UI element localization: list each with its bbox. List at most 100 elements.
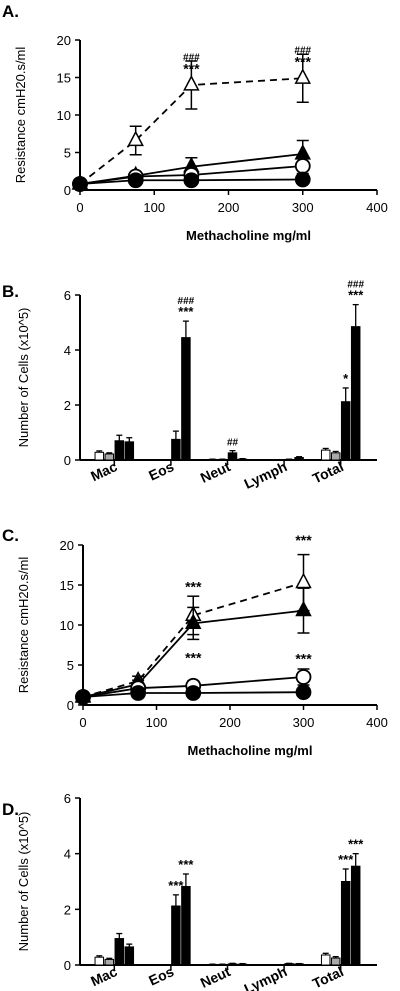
data-point [295, 669, 312, 685]
bar [350, 865, 361, 966]
data-point [72, 176, 88, 192]
data-point [185, 685, 202, 701]
series-line [82, 676, 304, 698]
significance-label: * [343, 371, 349, 386]
bar [181, 886, 191, 966]
bar [227, 452, 238, 461]
bar [320, 449, 331, 461]
bar [114, 938, 125, 966]
bar [124, 946, 135, 966]
y-tick-label: 5 [67, 658, 74, 673]
y-tick-label: 2 [64, 398, 71, 413]
significance-label: ### [347, 280, 364, 291]
x-tick-label: Lymph [241, 458, 289, 492]
data-point [185, 613, 202, 630]
significance-label: *** [295, 54, 312, 70]
bar [94, 956, 105, 966]
y-tick-label: 0 [67, 698, 74, 713]
bar [171, 905, 181, 966]
data-point [295, 572, 312, 589]
y-tick-label: 6 [64, 288, 71, 303]
y-tick-label: 4 [64, 847, 71, 862]
panel-letter: B. [2, 282, 19, 301]
x-tick-label: 200 [218, 200, 240, 215]
x-tick-label: 200 [219, 715, 241, 730]
x-tick-label: 300 [293, 715, 315, 730]
x-tick-label: 400 [366, 715, 388, 730]
x-tick-label: 0 [79, 715, 86, 730]
bar [114, 440, 125, 461]
x-axis-label: Methacholine mg/ml [188, 743, 313, 758]
y-axis-label: Resistance cmH20.s/ml [16, 557, 31, 694]
data-point [183, 74, 200, 91]
panel-letter: A. [2, 2, 19, 21]
y-tick-label: 15 [57, 71, 71, 86]
data-point [127, 130, 144, 147]
series-line [82, 609, 304, 698]
y-tick-label: 6 [64, 791, 71, 806]
data-point [294, 171, 311, 188]
data-point [75, 689, 91, 705]
data-point [183, 172, 200, 189]
bar [294, 457, 304, 461]
significance-label: *** [185, 650, 202, 666]
data-point [294, 143, 311, 160]
bar [350, 326, 361, 461]
significance-label: ### [178, 296, 195, 307]
bar [94, 451, 105, 461]
panel-letter: D. [2, 800, 19, 819]
bar [171, 438, 181, 461]
significance-label: *** [348, 288, 364, 303]
y-tick-label: 0 [64, 958, 71, 973]
y-tick-label: 20 [57, 33, 71, 48]
x-tick-label: Eos [146, 963, 176, 988]
y-axis-label: Number of Cells (x10^5) [16, 812, 31, 952]
bar [340, 881, 351, 966]
data-point [130, 685, 147, 701]
y-tick-label: 20 [60, 538, 74, 553]
bar [320, 954, 331, 966]
x-tick-label: 100 [143, 200, 165, 215]
significance-label: *** [183, 60, 200, 76]
bar [237, 458, 248, 461]
significance-label: *** [295, 650, 312, 666]
significance-label: *** [178, 857, 194, 872]
data-point [294, 68, 311, 84]
significance-label: *** [185, 578, 202, 594]
y-tick-label: 15 [60, 578, 74, 593]
series-line [82, 691, 304, 698]
significance-label: ## [227, 438, 239, 449]
data-point [294, 158, 311, 174]
y-axis-label: Number of Cells (x10^5) [16, 308, 31, 448]
x-tick-label: 0 [76, 200, 83, 215]
significance-label: *** [295, 532, 312, 548]
x-axis-label: Methacholine mg/ml [186, 228, 311, 243]
bar [237, 963, 248, 966]
series-line [79, 165, 303, 185]
bar [181, 337, 191, 461]
significance-label: ### [183, 52, 200, 63]
bar [227, 963, 238, 966]
y-tick-label: 4 [64, 343, 71, 358]
y-tick-label: 10 [57, 108, 71, 123]
panel-letter: C. [2, 526, 19, 545]
x-tick-label: Eos [146, 458, 176, 483]
data-point [295, 684, 312, 701]
y-tick-label: 10 [60, 618, 74, 633]
data-point [127, 172, 144, 189]
significance-label: *** [338, 852, 354, 867]
series-line [79, 77, 303, 185]
y-axis-label: Resistance cmH20.s/ml [13, 47, 28, 184]
y-tick-label: 0 [64, 453, 71, 468]
y-tick-label: 0 [64, 183, 71, 198]
significance-label: *** [348, 837, 364, 852]
x-tick-label: 400 [366, 200, 388, 215]
significance-label: *** [178, 304, 194, 319]
bar [124, 441, 135, 461]
y-tick-label: 2 [64, 902, 71, 917]
x-tick-label: 300 [292, 200, 314, 215]
